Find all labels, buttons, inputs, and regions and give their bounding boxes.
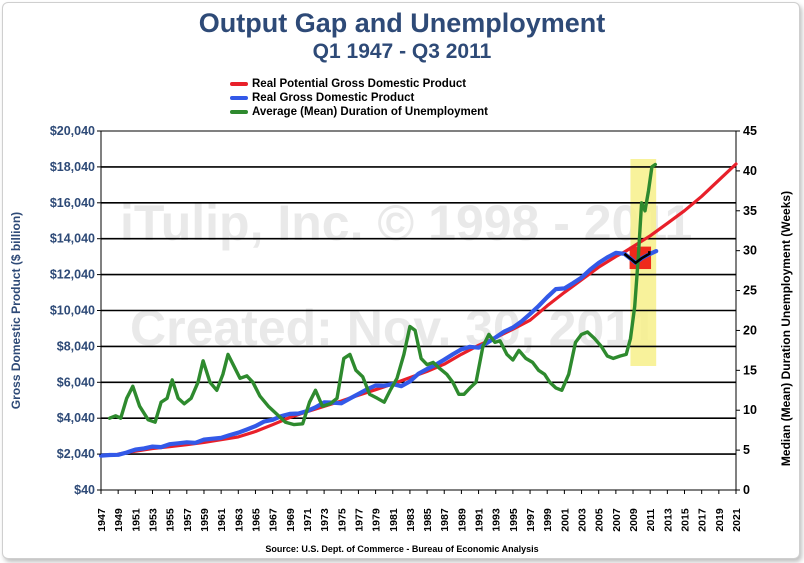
left-axis-tick-label: $12,040	[50, 268, 95, 282]
x-axis-tick-label: 2009	[628, 508, 640, 532]
x-axis-tick-label: 1997	[525, 508, 537, 532]
x-axis-tick-label: 1975	[336, 508, 348, 532]
x-axis-tick-label: 1959	[199, 508, 211, 532]
left-axis-tick-label: $10,040	[50, 304, 95, 318]
x-axis-tick-label: 1953	[147, 508, 159, 532]
series-line-unemployment-duration	[107, 162, 657, 427]
x-axis-tick-label: 1951	[130, 508, 142, 532]
left-axis-tick-label: $14,040	[50, 232, 95, 246]
x-axis-tick-label: 1981	[388, 508, 400, 532]
x-axis-tick-label: 2017	[697, 508, 709, 532]
chart-subtitle: Q1 1947 - Q3 2011	[312, 40, 492, 63]
x-axis-tick-label: 1963	[233, 508, 245, 532]
x-axis-tick-label: 1979	[371, 508, 383, 532]
series-line-real-gdp	[98, 249, 659, 458]
x-axis-tick-label: 1947	[96, 508, 108, 532]
right-axis-tick-label: 0	[743, 483, 750, 497]
chart-legend: Real Potential Gross Domestic Product Re…	[230, 77, 488, 119]
right-axis-tick-label: 45	[743, 124, 757, 138]
left-axis-tick-label: $16,040	[50, 196, 95, 210]
x-axis-tick-label: 2015	[680, 508, 692, 532]
x-axis-tick-label: 2021	[731, 508, 743, 532]
x-axis-tick-label: 1995	[508, 508, 520, 532]
legend-item-potential-gdp: Real Potential Gross Domestic Product	[230, 77, 488, 91]
x-axis-tick-label: 1969	[285, 508, 297, 532]
legend-swatch-unemployment-duration	[230, 110, 248, 114]
right-axis-tick-label: 30	[743, 244, 757, 258]
legend-swatch-real-gdp	[230, 96, 248, 100]
x-axis-tick-label: 1989	[456, 508, 468, 532]
x-axis-tick-label: 1961	[216, 508, 228, 532]
left-axis-label: Gross Domestic Product ($ billion)	[9, 212, 23, 409]
x-axis-tick-label: 1955	[165, 508, 177, 532]
x-axis-tick-label: 2011	[645, 508, 657, 531]
right-axis-tick-label: 20	[743, 323, 757, 337]
right-axis-tick-label: 40	[743, 164, 757, 178]
x-axis-tick-label: 1949	[113, 508, 125, 532]
x-axis-tick-label: 2019	[714, 508, 726, 532]
x-axis-tick-label: 1983	[405, 508, 417, 532]
chart-source: Source: U.S. Dept. of Commerce - Bureau …	[265, 544, 539, 554]
right-axis-label: Median (Mean) Duration Unemployment (Wee…	[779, 191, 793, 466]
x-axis-tick-label: 2005	[594, 508, 606, 532]
chart-title: Output Gap and Unemployment	[198, 8, 606, 38]
legend-swatch-potential-gdp	[230, 82, 248, 86]
left-axis-tick-label: $6,040	[57, 375, 95, 389]
x-axis-tick-label: 1977	[353, 508, 365, 532]
legend-label-potential-gdp: Real Potential Gross Domestic Product	[252, 78, 467, 90]
x-axis-tick-label: 1999	[542, 508, 554, 532]
x-axis-tick-label: 2013	[662, 508, 674, 532]
right-axis-tick-label: 15	[743, 363, 757, 377]
left-axis-tick-label: $2,040	[57, 447, 95, 461]
x-axis-tick-label: 1967	[268, 508, 280, 532]
x-axis-tick-label: 1993	[491, 508, 503, 532]
x-axis-tick-label: 1971	[302, 508, 314, 532]
x-axis-tick-label: 1987	[439, 508, 451, 532]
recession-gdp-line	[623, 251, 651, 265]
legend-label-real-gdp: Real Gross Domestic Product	[252, 92, 415, 104]
x-axis-tick-label: 2001	[559, 508, 571, 532]
legend-label-unemployment-duration: Average (Mean) Duration of Unemployment	[252, 106, 488, 118]
x-axis-tick-label: 1973	[319, 508, 331, 532]
legend-item-unemployment-duration: Average (Mean) Duration of Unemployment	[230, 105, 488, 119]
right-axis-tick-label: 25	[743, 284, 757, 298]
left-axis-tick-label: $8,040	[57, 339, 95, 353]
watermark-text: Created: Nov. 30, 2011	[130, 300, 657, 356]
left-axis-tick-label: $20,040	[50, 124, 95, 138]
x-axis-tick-label: 2003	[577, 508, 589, 532]
x-axis-tick-label: 2007	[611, 508, 623, 532]
left-axis-tick-label: $40	[74, 483, 95, 497]
watermark-text: iTulip, Inc. © 1998 - 2011	[120, 195, 692, 251]
left-axis-tick-label: $18,040	[50, 160, 95, 174]
right-axis-tick-label: 10	[743, 403, 757, 417]
legend-item-real-gdp: Real Gross Domestic Product	[230, 91, 488, 105]
right-axis-tick-label: 5	[743, 443, 750, 457]
x-axis-tick-label: 1965	[250, 508, 262, 532]
x-axis-tick-label: 1957	[182, 508, 194, 532]
x-axis-tick-label: 1991	[474, 508, 486, 532]
left-axis-tick-label: $4,040	[57, 411, 95, 425]
right-axis-tick-label: 35	[743, 204, 757, 218]
x-axis-tick-label: 1985	[422, 508, 434, 532]
